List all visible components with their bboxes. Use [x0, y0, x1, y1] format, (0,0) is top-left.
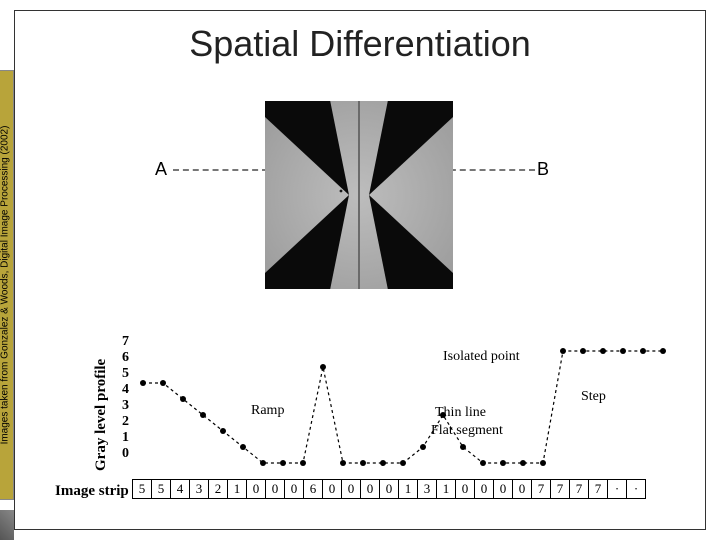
watermark-icon	[0, 510, 14, 540]
strip-cell: 6	[303, 479, 323, 499]
strip-cell: 7	[588, 479, 608, 499]
y-tick: 1	[115, 430, 129, 446]
y-tick: 2	[115, 414, 129, 430]
sample-image	[265, 101, 453, 289]
strip-cell: 0	[341, 479, 361, 499]
strip-cell: 0	[246, 479, 266, 499]
strip-cell: ·	[607, 479, 627, 499]
strip-cell: 0	[474, 479, 494, 499]
plot-area: Ramp Isolated point Thin line Flat segme…	[133, 341, 701, 473]
y-axis-label: Gray level profile	[93, 359, 110, 471]
label-b: B	[537, 159, 549, 180]
strip-cell: 0	[512, 479, 532, 499]
strip-cell: 5	[151, 479, 171, 499]
strip-cell: 1	[398, 479, 418, 499]
annotation-thin: Thin line	[435, 405, 486, 421]
annotation-isolated: Isolated point	[443, 349, 520, 365]
profile-plot	[133, 341, 701, 473]
citation-sidebar: Images taken from Gonzalez & Woods, Digi…	[0, 70, 14, 500]
slide-border: Spatial Differentiation A B	[14, 10, 706, 530]
slide-title: Spatial Differentiation	[15, 11, 705, 65]
strip-cell: 0	[455, 479, 475, 499]
strip-cell: 1	[227, 479, 247, 499]
strip-cell: 0	[322, 479, 342, 499]
strip-label: Image strip	[55, 483, 129, 500]
strip-cell: 3	[417, 479, 437, 499]
strip-cell: 0	[379, 479, 399, 499]
strip-cell: 7	[569, 479, 589, 499]
y-tick: 6	[115, 350, 129, 366]
strip-cell: 4	[170, 479, 190, 499]
upper-diagram: A B	[145, 101, 585, 311]
lower-diagram: Gray level profile 76543210 Ramp Isolate…	[55, 341, 705, 531]
strip-cell: 5	[132, 479, 152, 499]
strip-cell: ·	[626, 479, 646, 499]
annotation-flat: Flat segment	[431, 423, 503, 439]
y-tick: 7	[115, 334, 129, 350]
y-tick: 5	[115, 366, 129, 382]
strip-cell: 0	[360, 479, 380, 499]
y-tick: 4	[115, 382, 129, 398]
annotation-ramp: Ramp	[251, 403, 284, 419]
y-tick: 3	[115, 398, 129, 414]
annotation-step: Step	[581, 389, 606, 405]
strip-cell: 2	[208, 479, 228, 499]
strip-cell: 3	[189, 479, 209, 499]
y-tick: 0	[115, 446, 129, 462]
strip-cell: 7	[531, 479, 551, 499]
label-a: A	[155, 159, 167, 180]
strip-cell: 0	[265, 479, 285, 499]
strip-cell: 7	[550, 479, 570, 499]
strip-cell: 0	[284, 479, 304, 499]
citation-text: Images taken from Gonzalez & Woods, Digi…	[0, 126, 11, 445]
strip-cell: 1	[436, 479, 456, 499]
strip-cell: 0	[493, 479, 513, 499]
image-strip: 5543210006000013100007777··	[133, 479, 646, 499]
